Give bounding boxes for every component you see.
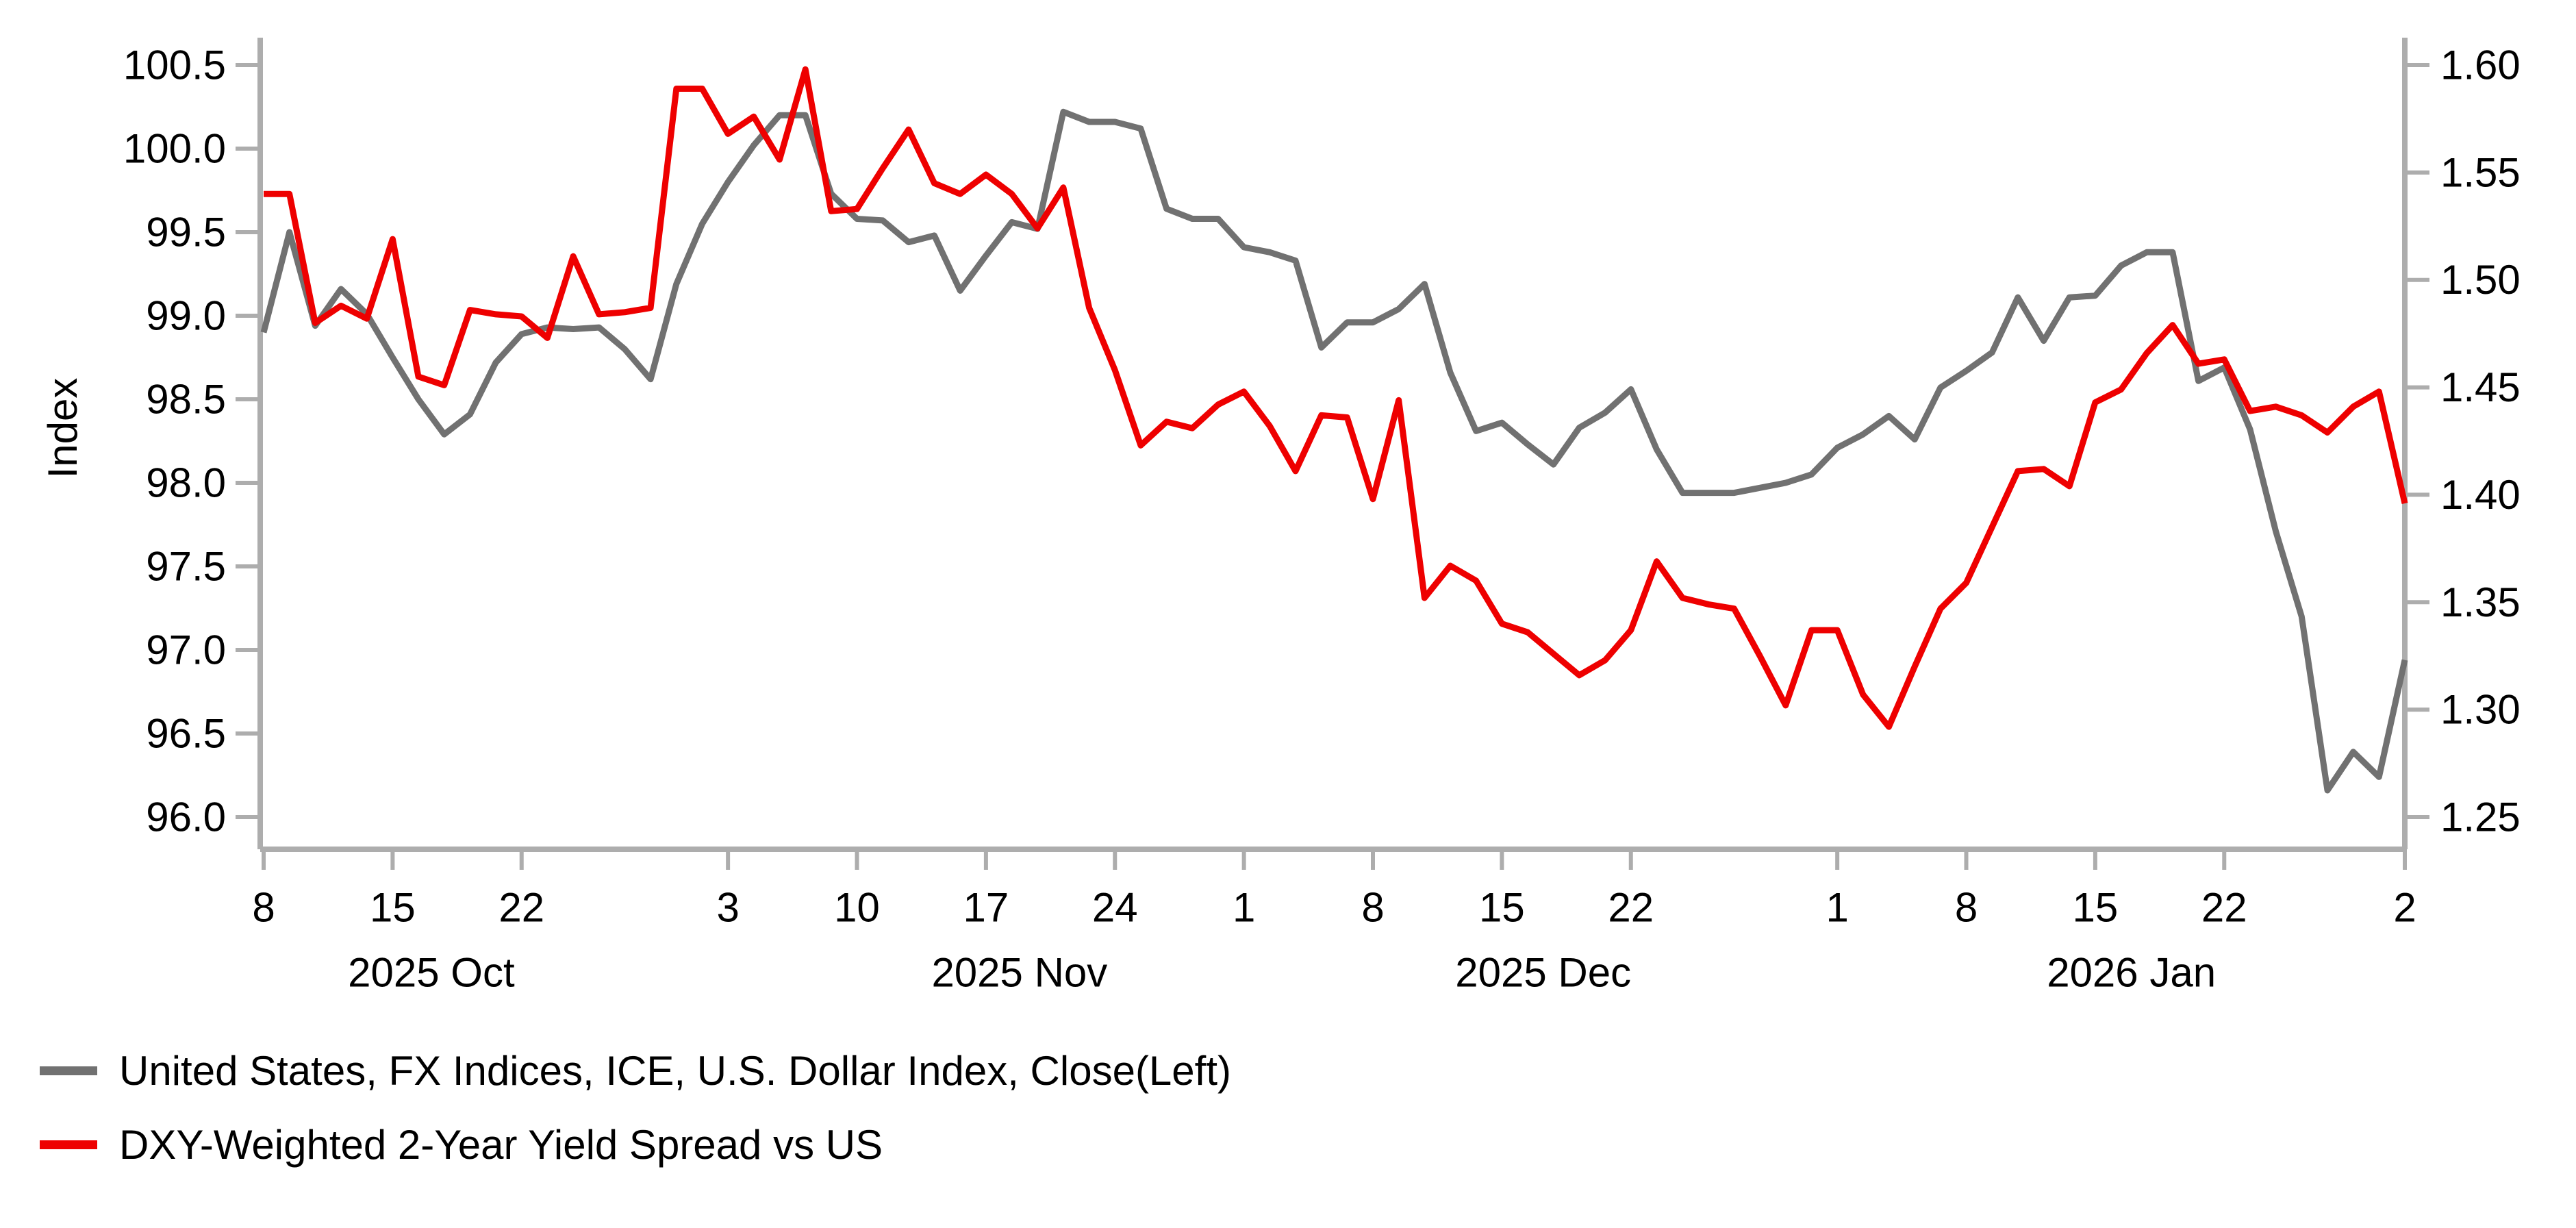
x-axis-tick-label: 15 (370, 885, 416, 931)
x-axis-tick-label: 24 (1092, 885, 1138, 931)
x-axis-tick-label: 3 (716, 885, 739, 931)
left-axis-tick-label: 99.0 (146, 293, 226, 339)
right-axis-tick-label: 1.60 (2440, 42, 2521, 88)
left-axis-tick-label: 96.0 (146, 794, 226, 840)
legend-item: United States, FX Indices, ICE, U.S. Dol… (40, 1046, 1231, 1095)
x-axis-tick-label: 8 (252, 885, 275, 931)
x-axis-tick-label: 15 (2073, 885, 2119, 931)
x-axis-tick-label: 10 (834, 885, 880, 931)
left-axis-tick-label: 100.5 (123, 42, 226, 88)
right-axis-tick-label: 1.50 (2440, 257, 2521, 303)
right-axis-tick-label: 1.40 (2440, 472, 2521, 518)
left-axis-tick-label: 97.5 (146, 544, 226, 590)
x-axis-tick-label: 8 (1955, 885, 1978, 931)
left-axis-tick-label: 97.0 (146, 627, 226, 673)
y-axis-title: Index (40, 377, 86, 479)
x-axis-tick-label: 22 (498, 885, 544, 931)
legend-swatch-dollar-index (40, 1066, 97, 1075)
left-axis-tick-label: 99.5 (146, 210, 226, 255)
right-axis-tick-label: 1.55 (2440, 149, 2521, 195)
legend-label-yield-spread: DXY-Weighted 2-Year Yield Spread vs US (119, 1121, 883, 1168)
series-line-dollar-index (260, 108, 2408, 794)
left-axis-tick-label: 98.5 (146, 377, 226, 423)
x-axis-tick-label: 17 (963, 885, 1009, 931)
x-axis-tick-label: 22 (1608, 885, 1654, 931)
x-axis-month-label: 2026 Jan (2047, 950, 2216, 996)
line-chart: 100.5 100.0 99.5 99.0 98.5 98.0 97.5 97.0 96.5 96… (123, 38, 2521, 996)
x-axis-tick-label: 2 (2393, 885, 2416, 931)
right-axis-tick-label: 1.30 (2440, 687, 2521, 733)
x-axis-tick-label: 22 (2201, 885, 2247, 931)
x-axis-tick-label: 1 (1826, 885, 1848, 931)
series-line-yield-spread (264, 66, 2408, 730)
x-axis-tick-label: 15 (1479, 885, 1525, 931)
left-axis-tick-label: 100.0 (123, 126, 226, 172)
x-axis-month-label: 2025 Oct (348, 950, 515, 996)
right-axis-tick-label: 1.35 (2440, 579, 2521, 625)
x-axis-month-label: 2025 Nov (931, 950, 1107, 996)
legend-item: DXY-Weighted 2-Year Yield Spread vs US (40, 1120, 883, 1169)
legend-swatch-yield-spread (40, 1140, 97, 1149)
x-axis-month-label: 2025 Dec (1455, 950, 1631, 996)
right-axis-tick-label: 1.45 (2440, 364, 2521, 410)
right-axis-tick-label: 1.25 (2440, 794, 2521, 840)
x-axis-tick-label: 1 (1233, 885, 1255, 931)
x-axis-tick-label: 8 (1361, 885, 1384, 931)
left-axis-tick-label: 98.0 (146, 460, 226, 506)
legend-label-dollar-index: United States, FX Indices, ICE, U.S. Dol… (119, 1047, 1231, 1094)
left-axis-tick-label: 96.5 (146, 711, 226, 757)
